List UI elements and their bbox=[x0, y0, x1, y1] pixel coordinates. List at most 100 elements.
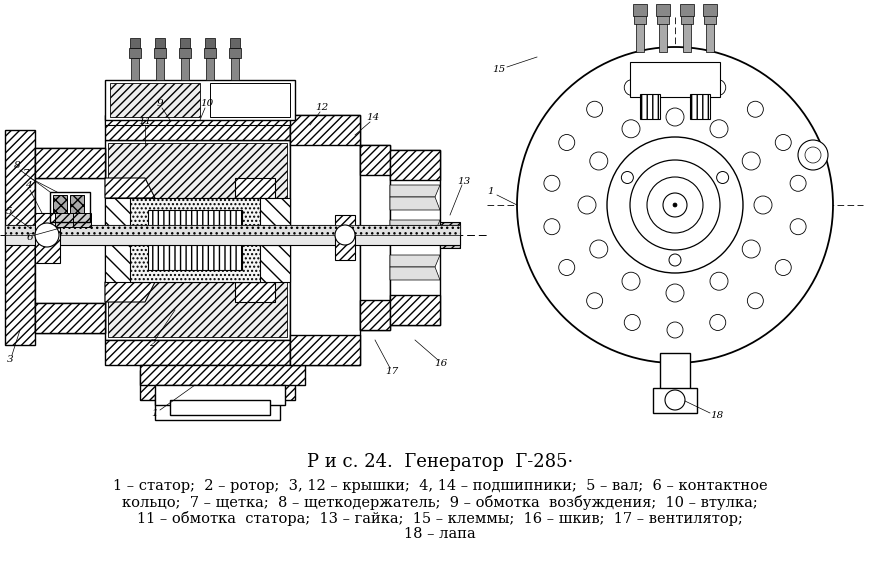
Bar bbox=[35, 303, 105, 333]
Circle shape bbox=[666, 108, 684, 126]
Bar bbox=[108, 282, 287, 337]
Bar bbox=[35, 178, 105, 303]
Bar bbox=[660, 353, 690, 393]
Circle shape bbox=[666, 284, 684, 302]
Bar bbox=[229, 48, 241, 58]
Circle shape bbox=[747, 293, 763, 309]
Bar bbox=[360, 300, 390, 330]
Bar bbox=[290, 115, 360, 145]
Bar bbox=[390, 150, 440, 180]
Bar bbox=[210, 83, 290, 117]
Bar bbox=[35, 148, 105, 333]
Circle shape bbox=[544, 219, 560, 234]
Circle shape bbox=[665, 390, 685, 410]
Bar bbox=[706, 22, 714, 52]
Circle shape bbox=[35, 223, 59, 247]
Bar bbox=[653, 388, 697, 413]
Bar bbox=[105, 115, 295, 125]
Circle shape bbox=[590, 152, 608, 170]
Circle shape bbox=[790, 219, 806, 234]
Bar bbox=[155, 385, 285, 405]
Bar bbox=[180, 38, 190, 48]
Polygon shape bbox=[390, 220, 440, 232]
Circle shape bbox=[621, 172, 634, 184]
Bar bbox=[390, 295, 440, 325]
Circle shape bbox=[669, 254, 681, 266]
Text: 6: 6 bbox=[26, 233, 33, 242]
Circle shape bbox=[587, 101, 603, 118]
Circle shape bbox=[587, 293, 603, 309]
Bar bbox=[230, 38, 240, 48]
Circle shape bbox=[622, 272, 640, 290]
Bar bbox=[170, 400, 270, 415]
Bar bbox=[231, 58, 239, 80]
Circle shape bbox=[647, 177, 703, 233]
Text: 12: 12 bbox=[315, 104, 328, 112]
Text: 2: 2 bbox=[149, 339, 155, 348]
Circle shape bbox=[710, 314, 726, 331]
Circle shape bbox=[559, 135, 575, 150]
Text: Р и с. 24.  Генератор  Г-285·: Р и с. 24. Генератор Г-285· bbox=[307, 453, 573, 471]
Bar bbox=[5, 225, 460, 235]
Text: 5: 5 bbox=[5, 207, 12, 215]
Bar bbox=[50, 192, 90, 222]
Bar bbox=[204, 48, 216, 58]
Polygon shape bbox=[390, 267, 440, 280]
Circle shape bbox=[663, 193, 687, 217]
Bar bbox=[179, 48, 191, 58]
Bar bbox=[5, 130, 35, 345]
Circle shape bbox=[790, 175, 806, 191]
Bar bbox=[105, 340, 290, 365]
Bar bbox=[683, 22, 691, 52]
Bar bbox=[633, 4, 647, 16]
Circle shape bbox=[710, 79, 726, 96]
Text: 9: 9 bbox=[157, 100, 164, 108]
Bar bbox=[108, 143, 287, 198]
Bar bbox=[156, 58, 164, 80]
Text: 13: 13 bbox=[458, 176, 471, 185]
Circle shape bbox=[559, 260, 575, 275]
Text: 10: 10 bbox=[201, 100, 214, 108]
Text: 1: 1 bbox=[488, 188, 495, 196]
Bar bbox=[105, 80, 295, 120]
Text: 1 – статор;  2 – ротор;  3, 12 – крышки;  4, 14 – подшипники;  5 – вал;  6 – кон: 1 – статор; 2 – ротор; 3, 12 – крышки; 4… bbox=[113, 479, 767, 493]
Bar bbox=[657, 14, 669, 24]
Text: 14: 14 bbox=[366, 113, 379, 123]
Text: 7: 7 bbox=[23, 169, 29, 179]
Bar bbox=[390, 150, 440, 325]
Text: 18 – лапа: 18 – лапа bbox=[404, 527, 476, 541]
Text: 8: 8 bbox=[14, 161, 20, 169]
Text: кольцо;  7 – щетка;  8 – щеткодержатель;  9 – обмотка  возбуждения;  10 – втулка: кольцо; 7 – щетка; 8 – щеткодержатель; 9… bbox=[122, 495, 758, 510]
Bar bbox=[205, 38, 215, 48]
Text: 16: 16 bbox=[435, 359, 448, 369]
Bar bbox=[640, 94, 660, 119]
Polygon shape bbox=[390, 255, 440, 267]
Circle shape bbox=[710, 272, 728, 290]
Polygon shape bbox=[105, 178, 155, 198]
Circle shape bbox=[798, 140, 828, 170]
Circle shape bbox=[805, 147, 821, 163]
Bar bbox=[130, 198, 260, 282]
Bar bbox=[704, 14, 716, 24]
Circle shape bbox=[630, 160, 720, 250]
Polygon shape bbox=[390, 232, 440, 245]
Text: 11: 11 bbox=[138, 116, 151, 126]
Bar bbox=[105, 198, 290, 235]
Text: 11 – обмотка  статора;  13 – гайка;  15 – клеммы;  16 – шкив;  17 – вентилятор;: 11 – обмотка статора; 13 – гайка; 15 – к… bbox=[137, 510, 743, 525]
Bar bbox=[290, 115, 360, 365]
Circle shape bbox=[742, 240, 760, 258]
Text: 17: 17 bbox=[385, 367, 399, 377]
Text: 15: 15 bbox=[493, 65, 506, 74]
Bar bbox=[55, 213, 73, 227]
Bar bbox=[110, 83, 200, 117]
Circle shape bbox=[544, 175, 560, 191]
Circle shape bbox=[710, 120, 728, 138]
Circle shape bbox=[716, 172, 729, 184]
Bar bbox=[5, 225, 460, 245]
Polygon shape bbox=[105, 282, 155, 302]
Text: 1: 1 bbox=[151, 410, 158, 419]
Circle shape bbox=[578, 196, 596, 214]
Bar bbox=[53, 195, 67, 213]
Bar bbox=[290, 335, 360, 365]
Circle shape bbox=[622, 120, 640, 138]
